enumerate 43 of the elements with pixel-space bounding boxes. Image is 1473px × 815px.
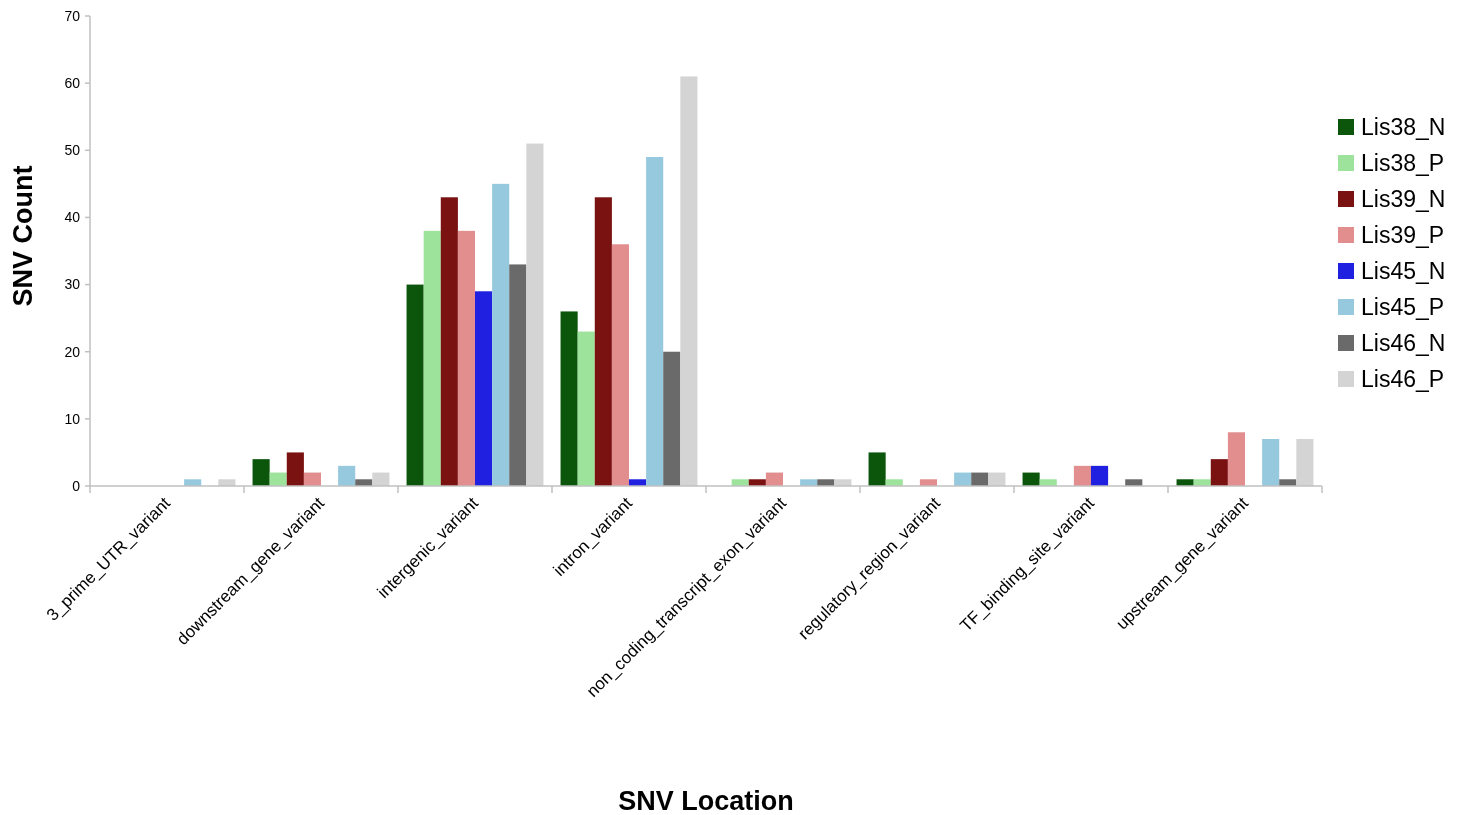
legend-label: Lis45_N: [1361, 258, 1446, 285]
legend-label: Lis46_P: [1361, 366, 1445, 393]
legend-label: Lis46_N: [1361, 330, 1446, 357]
bar: [663, 351, 681, 486]
bar: [475, 291, 493, 486]
bar: [1296, 439, 1314, 486]
bar: [1262, 439, 1280, 486]
bar: [338, 465, 356, 486]
bar: [286, 452, 304, 486]
bar: [423, 230, 441, 486]
x-axis-title: SNV Location: [618, 786, 794, 815]
legend-label: Lis38_N: [1361, 114, 1446, 141]
bar: [406, 284, 424, 486]
bar: [594, 197, 612, 486]
bar: [457, 230, 475, 486]
bar: [440, 197, 458, 486]
y-tick-label: 0: [72, 477, 81, 494]
bar: [509, 264, 527, 486]
bar: [526, 143, 544, 486]
bar: [1091, 465, 1109, 486]
bar: [646, 157, 664, 486]
bar: [1073, 465, 1091, 486]
legend-label: Lis39_N: [1361, 186, 1446, 213]
y-tick-label: 40: [64, 209, 81, 226]
bar: [680, 76, 698, 486]
bar: [252, 459, 270, 486]
legend-label: Lis45_P: [1361, 294, 1445, 321]
y-tick-label: 70: [64, 7, 81, 24]
y-tick-label: 60: [64, 75, 81, 92]
bar: [611, 244, 629, 486]
legend-label: Lis39_P: [1361, 222, 1445, 249]
y-tick-label: 30: [64, 276, 81, 293]
y-axis-title: SNV Count: [8, 165, 38, 307]
y-tick-label: 20: [64, 343, 81, 360]
y-tick-label: 50: [64, 142, 81, 159]
legend-label: Lis38_P: [1361, 150, 1445, 177]
bar: [492, 183, 510, 486]
bar: [560, 311, 578, 486]
bar: [868, 452, 886, 486]
bar: [1210, 459, 1228, 486]
bar: [1227, 432, 1245, 486]
bar: [577, 331, 595, 486]
y-tick-label: 10: [64, 410, 81, 427]
